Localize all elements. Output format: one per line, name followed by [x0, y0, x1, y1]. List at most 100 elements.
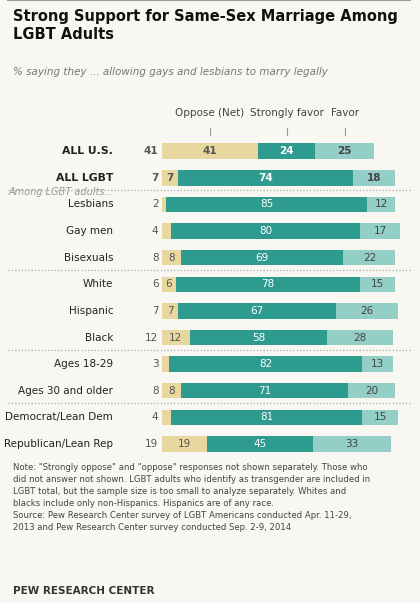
Text: 82: 82	[259, 359, 272, 369]
Text: 8: 8	[168, 386, 174, 396]
Text: 8: 8	[168, 253, 174, 263]
Bar	[176, 277, 360, 292]
Text: 8: 8	[152, 253, 158, 263]
Text: 13: 13	[371, 359, 384, 369]
Text: 12: 12	[145, 332, 158, 343]
Text: Hispanic: Hispanic	[68, 306, 113, 316]
Bar	[181, 383, 348, 399]
Bar	[313, 437, 391, 452]
Text: 41: 41	[203, 146, 218, 156]
Text: 12: 12	[375, 200, 388, 209]
Bar	[367, 197, 395, 212]
Text: 41: 41	[144, 146, 158, 156]
Bar	[362, 409, 398, 425]
Text: 67: 67	[251, 306, 264, 316]
Bar	[162, 330, 190, 346]
Text: Oppose (Net): Oppose (Net)	[176, 108, 245, 118]
Bar	[162, 277, 176, 292]
Text: 7: 7	[166, 173, 173, 183]
Bar	[348, 383, 395, 399]
Text: 4: 4	[152, 412, 158, 422]
Text: 2: 2	[152, 200, 158, 209]
Text: Favor: Favor	[331, 108, 359, 118]
Text: 7: 7	[167, 306, 173, 316]
Bar	[258, 144, 315, 159]
Bar	[171, 223, 360, 239]
Text: Black: Black	[85, 332, 113, 343]
Text: 4: 4	[152, 226, 158, 236]
Bar	[190, 330, 327, 346]
Text: ALL U.S.: ALL U.S.	[62, 146, 113, 156]
Bar	[178, 170, 353, 186]
Text: 8: 8	[152, 386, 158, 396]
Text: 33: 33	[345, 439, 358, 449]
Text: Ages 30 and older: Ages 30 and older	[18, 386, 113, 396]
Bar	[353, 170, 395, 186]
Bar	[162, 250, 181, 265]
Text: 26: 26	[360, 306, 374, 316]
Text: 71: 71	[258, 386, 271, 396]
Bar	[360, 277, 395, 292]
Text: 15: 15	[371, 279, 384, 289]
Bar	[344, 250, 395, 265]
Text: White: White	[83, 279, 113, 289]
Text: 81: 81	[260, 412, 273, 422]
Text: 85: 85	[260, 200, 273, 209]
Text: Among LGBT adults...: Among LGBT adults...	[8, 188, 114, 197]
Text: Strong Support for Same-Sex Marriage Among
LGBT Adults: Strong Support for Same-Sex Marriage Amo…	[13, 10, 397, 42]
Text: 6: 6	[165, 279, 172, 289]
Text: 24: 24	[279, 146, 294, 156]
Text: 74: 74	[258, 173, 273, 183]
Bar	[162, 437, 207, 452]
Text: Strongly favor: Strongly favor	[250, 108, 324, 118]
Text: 7: 7	[152, 306, 158, 316]
Text: 78: 78	[261, 279, 275, 289]
Text: Gay men: Gay men	[66, 226, 113, 236]
Bar	[166, 197, 367, 212]
Bar	[169, 356, 362, 372]
Text: ALL LGBT: ALL LGBT	[56, 173, 113, 183]
Bar	[178, 303, 336, 318]
Text: 6: 6	[152, 279, 158, 289]
Bar	[327, 330, 393, 346]
Text: Ages 18-29: Ages 18-29	[54, 359, 113, 369]
Bar	[336, 303, 398, 318]
Text: % saying they ... allowing gays and lesbians to marry legally: % saying they ... allowing gays and lesb…	[13, 67, 328, 77]
Text: 19: 19	[145, 439, 158, 449]
Text: 7: 7	[151, 173, 158, 183]
Text: 28: 28	[353, 332, 367, 343]
Bar	[360, 223, 400, 239]
Text: Lesbians: Lesbians	[68, 200, 113, 209]
Text: PEW RESEARCH CENTER: PEW RESEARCH CENTER	[13, 586, 154, 596]
Bar	[207, 437, 313, 452]
Bar	[162, 170, 178, 186]
Text: 17: 17	[373, 226, 387, 236]
Bar	[162, 356, 169, 372]
Bar	[162, 144, 258, 159]
Text: 20: 20	[365, 386, 378, 396]
Bar	[162, 197, 166, 212]
Text: Note: "Strongly oppose" and "oppose" responses not shown separately. Those who
d: Note: "Strongly oppose" and "oppose" res…	[13, 463, 370, 532]
Text: 12: 12	[169, 332, 182, 343]
Bar	[315, 144, 374, 159]
Bar	[171, 409, 362, 425]
Bar	[162, 303, 178, 318]
Text: 22: 22	[363, 253, 376, 263]
Text: Bisexuals: Bisexuals	[64, 253, 113, 263]
Text: Democrat/Lean Dem: Democrat/Lean Dem	[5, 412, 113, 422]
Bar	[181, 250, 344, 265]
Text: 58: 58	[252, 332, 265, 343]
Bar	[162, 383, 181, 399]
Bar	[362, 356, 393, 372]
Text: 3: 3	[152, 359, 158, 369]
Text: 15: 15	[373, 412, 387, 422]
Text: 45: 45	[253, 439, 266, 449]
Text: Republican/Lean Rep: Republican/Lean Rep	[4, 439, 113, 449]
Text: 25: 25	[337, 146, 352, 156]
Text: 69: 69	[255, 253, 269, 263]
Bar	[162, 223, 171, 239]
Text: 80: 80	[259, 226, 272, 236]
Text: 19: 19	[178, 439, 191, 449]
Bar	[162, 409, 171, 425]
Text: 18: 18	[367, 173, 381, 183]
